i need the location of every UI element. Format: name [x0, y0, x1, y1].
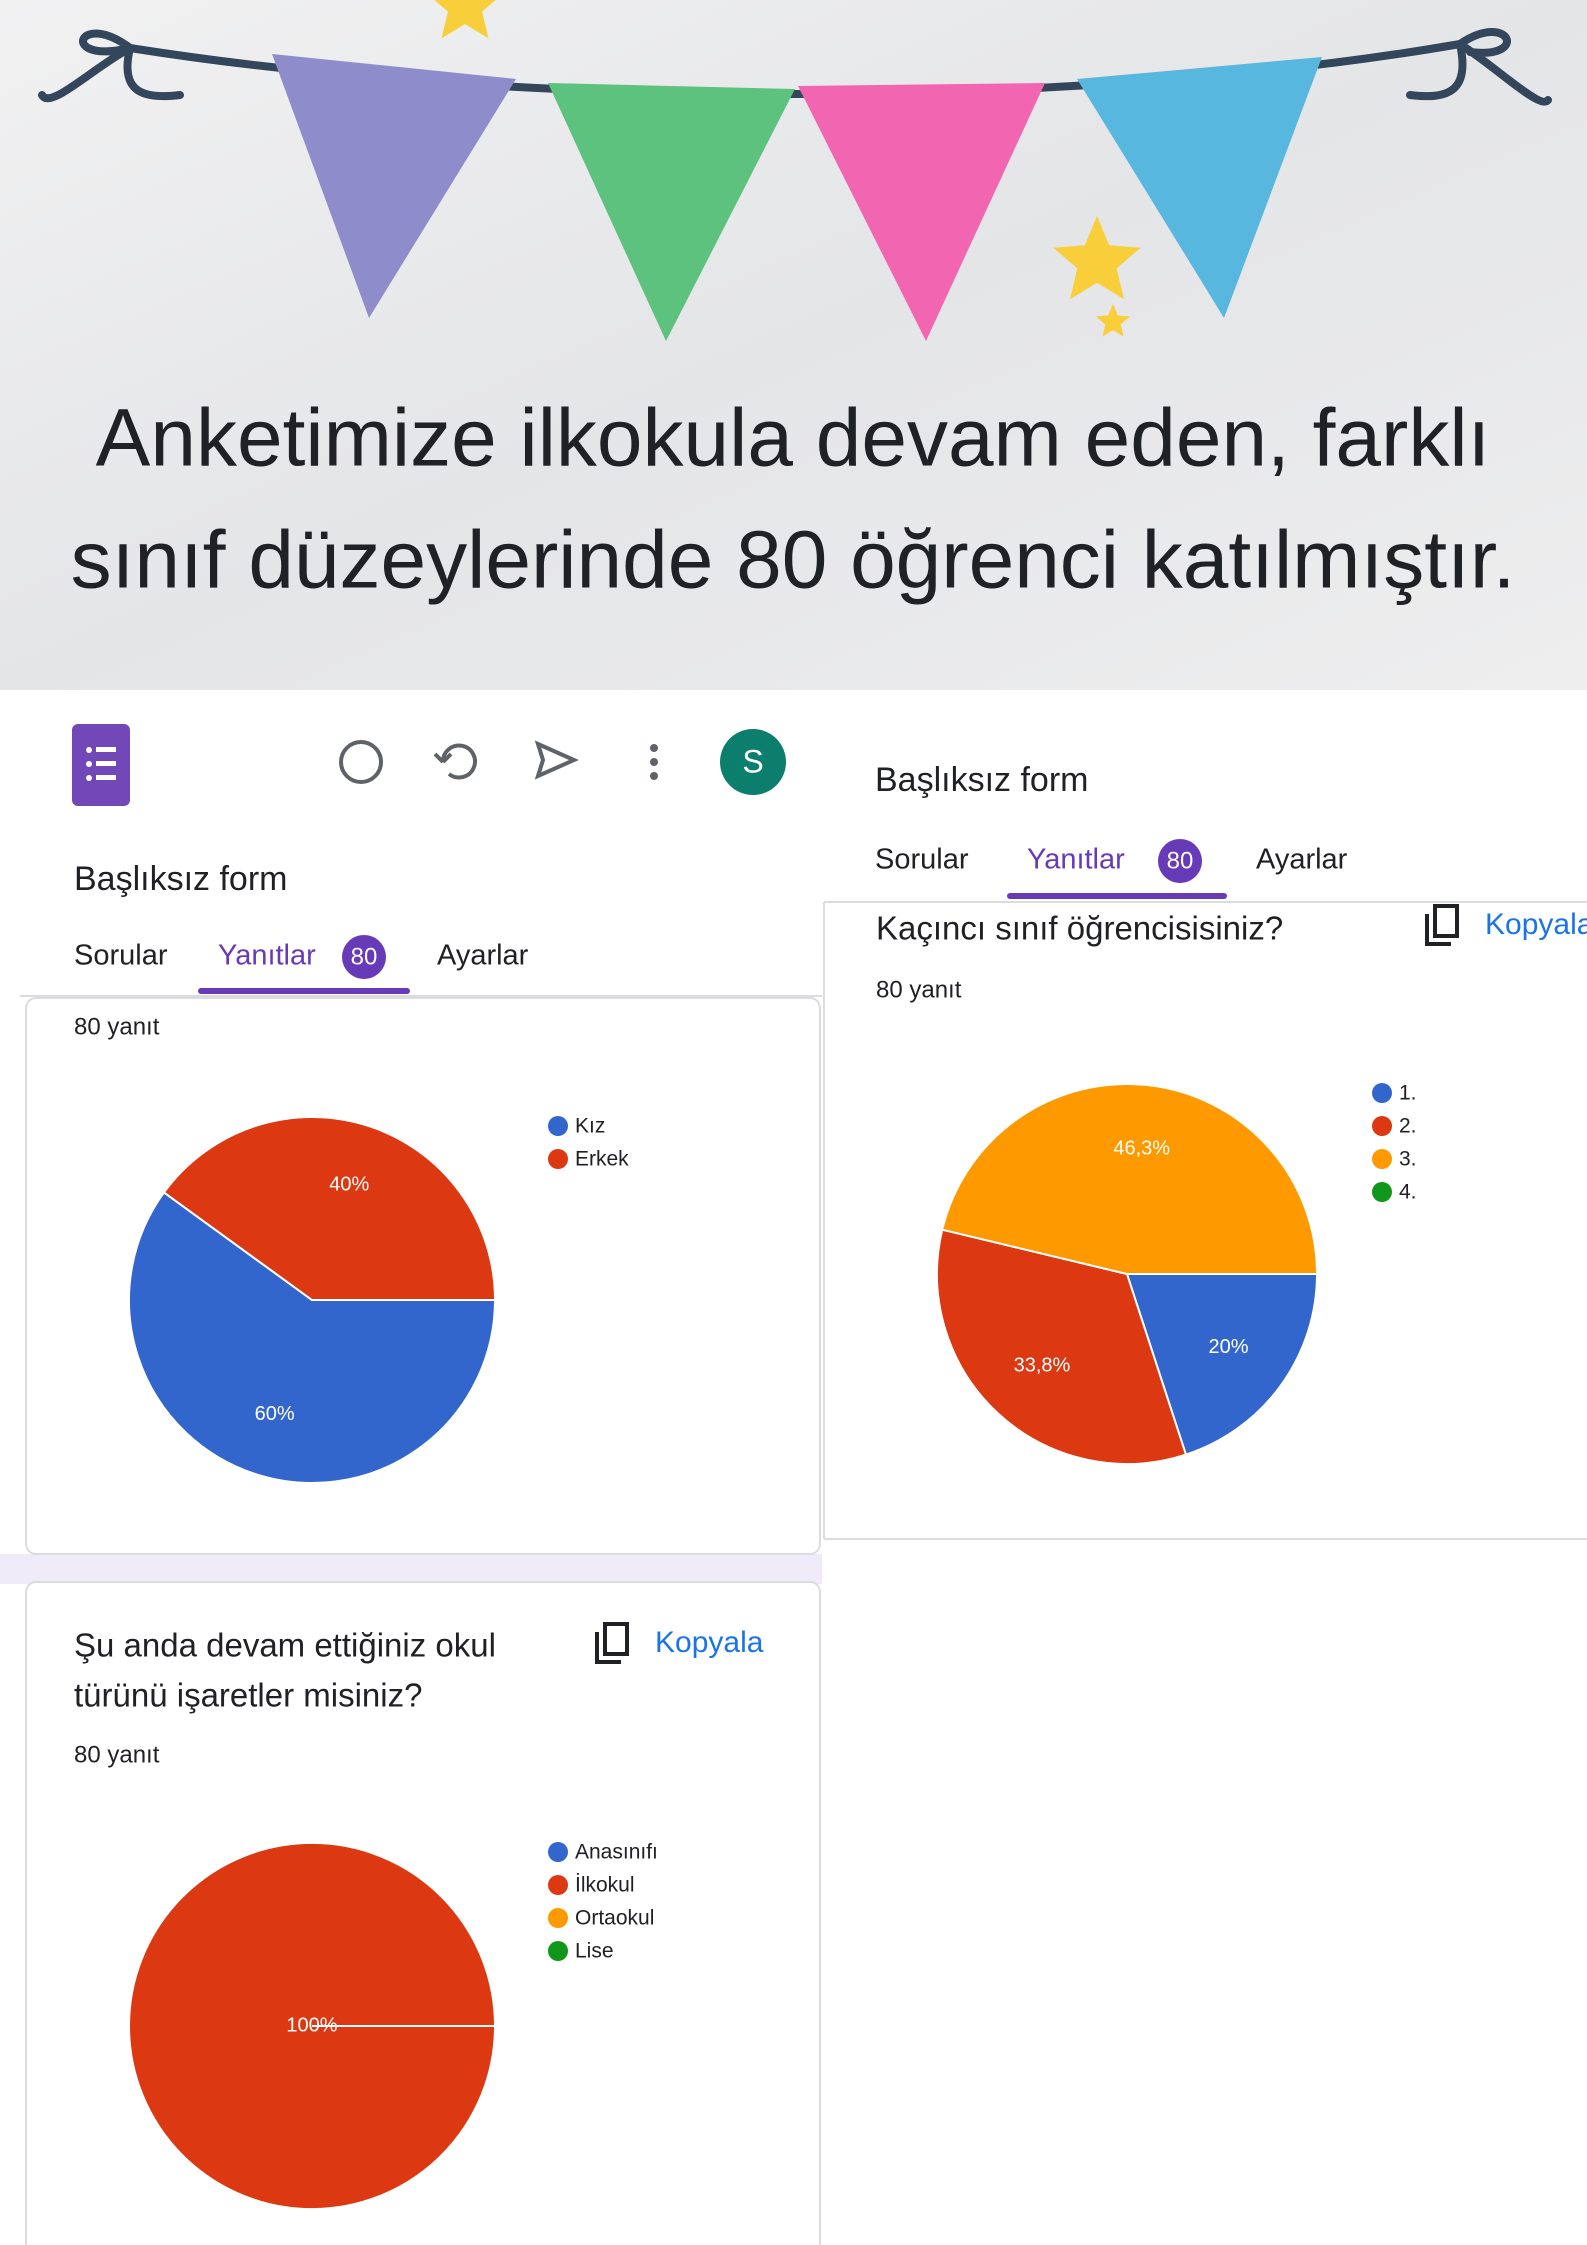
forms-logo-lines	[86, 747, 116, 781]
legend-label: 3.	[1399, 1148, 1417, 1171]
pie-slice	[162, 1116, 497, 1301]
star	[1053, 216, 1141, 300]
slice-label: 40%	[329, 1173, 369, 1195]
legend-label: Anasınıfı	[575, 1841, 658, 1864]
banner-line: sınıf düzeylerinde 80 öğrenci katılmıştı…	[71, 515, 1516, 606]
flag	[272, 54, 516, 318]
legend-swatch	[548, 1941, 568, 1961]
tab[interactable]: Yanıtlar	[218, 940, 316, 972]
badge	[342, 935, 386, 979]
question: Şu anda devam ettiğiniz okul	[74, 1627, 496, 1664]
legend-label: 2.	[1399, 1115, 1417, 1138]
star	[1095, 304, 1131, 337]
charts: 80 yanıt 60% 40% Kız Erkek 80 yanıt Kaçıncı sı…	[74, 904, 1587, 2210]
legend-swatch	[548, 1842, 568, 1862]
legend-swatch	[1372, 1149, 1392, 1169]
form-title: Başlıksız form	[74, 860, 287, 898]
legend-swatch	[548, 1149, 568, 1169]
bow-left	[38, 29, 184, 103]
response-count: 80 yanıt	[74, 1741, 160, 1768]
pie-slice	[128, 1191, 497, 1484]
palette-icon[interactable]	[339, 740, 383, 784]
legend-label: 4.	[1399, 1181, 1417, 1204]
tab[interactable]: Ayarlar	[437, 940, 529, 972]
badge-count: 80	[351, 943, 378, 970]
stars	[434, 0, 1141, 337]
more-icon[interactable]	[650, 744, 658, 780]
banner-background	[0, 0, 1587, 690]
legend-swatch	[548, 1875, 568, 1895]
response-count: 80 yanıt	[876, 976, 962, 1003]
tab[interactable]: Sorular	[875, 844, 969, 876]
card-gap	[0, 1554, 822, 1584]
question: Kaçıncı sınıf öğrencisisiniz?	[876, 910, 1283, 947]
pie-slice	[935, 1228, 1188, 1465]
copy-button[interactable]: Kopyala	[655, 1626, 764, 1659]
bow-right	[1406, 28, 1552, 106]
legend-label: Lise	[575, 1940, 614, 1963]
slice-label: 20%	[1208, 1336, 1248, 1358]
banner-line: Anketimize ilkokula devam eden, farklı	[96, 393, 1491, 484]
legend-swatch	[548, 1908, 568, 1928]
flag	[548, 83, 795, 341]
legend-label: İlkokul	[575, 1874, 635, 1897]
tab[interactable]: Yanıtlar	[1027, 844, 1125, 876]
flag	[1077, 57, 1322, 318]
legend-swatch	[548, 1116, 568, 1136]
form-title: Başlıksız form	[875, 761, 1088, 799]
legend-label: Erkek	[575, 1148, 629, 1171]
avatar[interactable]	[720, 729, 786, 795]
avatar-letter: S	[742, 743, 763, 779]
undo-icon[interactable]	[433, 743, 477, 780]
tab-indicator	[1007, 893, 1227, 899]
slice-label: 60%	[255, 1403, 295, 1425]
copy-icon[interactable]	[595, 1622, 629, 1664]
response-count: 80 yanıt	[74, 1013, 160, 1040]
pie-slice	[941, 1083, 1319, 1275]
star	[434, 0, 496, 39]
badge-count: 80	[1167, 847, 1194, 874]
legend-swatch	[1372, 1182, 1392, 1202]
badge	[1158, 839, 1202, 883]
tab[interactable]: Ayarlar	[1256, 844, 1348, 876]
slice-label: 46,3%	[1113, 1138, 1170, 1160]
tab-indicator	[198, 988, 410, 994]
copy-icon[interactable]	[1425, 904, 1459, 946]
legend-swatch	[1372, 1083, 1392, 1103]
tab[interactable]: Sorular	[74, 940, 168, 972]
copy-button[interactable]: Kopyala	[1485, 908, 1587, 941]
flag	[798, 83, 1045, 341]
pie-slice	[1125, 1273, 1319, 1456]
question: türünü işaretler misiniz?	[74, 1677, 422, 1714]
send-icon[interactable]	[534, 740, 579, 780]
legend-label: 1.	[1399, 1082, 1417, 1105]
slice-label: 33,8%	[1014, 1354, 1071, 1376]
legend-label: Kız	[575, 1115, 605, 1138]
legend-swatch	[1372, 1116, 1392, 1136]
legend-label: Ortaokul	[575, 1907, 654, 1930]
